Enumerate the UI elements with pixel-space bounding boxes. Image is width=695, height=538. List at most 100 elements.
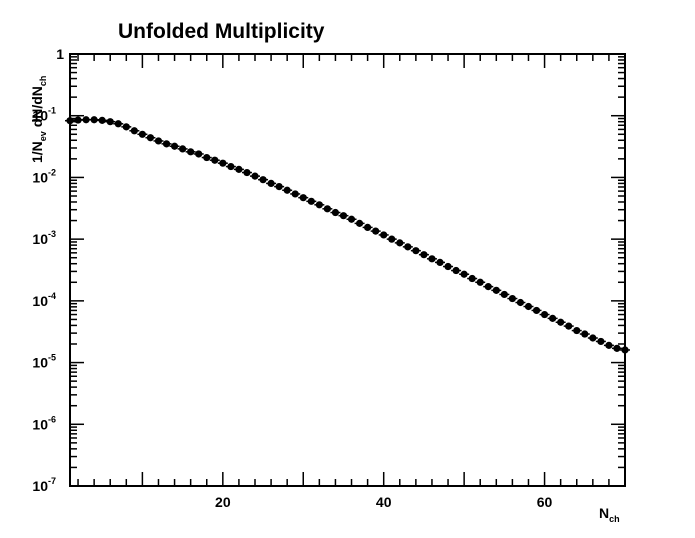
- x-tick-label: 40: [376, 494, 392, 510]
- y-tick-base: 10: [32, 108, 48, 124]
- data-point: [154, 137, 163, 145]
- y-axis-label-p1: 1/N: [29, 141, 45, 163]
- data-point: [307, 197, 315, 205]
- y-tick-base: 10: [32, 169, 48, 185]
- data-point: [452, 266, 460, 275]
- y-tick-label: 10-7: [32, 476, 56, 494]
- data-point: [540, 310, 549, 319]
- data-point: [114, 120, 122, 128]
- data-point: [259, 176, 267, 184]
- data-point: [372, 227, 380, 235]
- data-point: [388, 235, 396, 243]
- y-tick-label: 10-2: [32, 167, 56, 185]
- data-point: [203, 153, 211, 162]
- data-point: [235, 165, 243, 173]
- data-point: [170, 142, 179, 150]
- data-point: [412, 247, 420, 255]
- data-point: [484, 283, 492, 291]
- data-point: [565, 322, 573, 330]
- data-point: [98, 116, 106, 124]
- y-tick-base: 1: [56, 46, 64, 62]
- data-point: [251, 172, 259, 180]
- y-tick-base: 10: [32, 355, 48, 371]
- x-tick-label: 20: [215, 494, 231, 510]
- data-point: [444, 262, 452, 271]
- data-point: [219, 159, 227, 167]
- data-point: [396, 239, 404, 247]
- plot-frame: [69, 53, 626, 487]
- data-point: [508, 294, 516, 303]
- data-point: [500, 290, 508, 299]
- x-tick-labels: 20 40 60: [215, 494, 553, 510]
- data-point: [621, 346, 629, 354]
- data-point: [516, 298, 525, 307]
- data-point: [597, 337, 605, 346]
- data-point: [420, 251, 428, 259]
- data-point: [364, 223, 372, 231]
- data-point: [275, 183, 283, 191]
- y-tick-label: 10-6: [32, 414, 56, 432]
- data-point: [243, 168, 251, 177]
- data-point: [187, 148, 195, 156]
- data-point: [90, 116, 98, 124]
- data-point: [436, 258, 444, 266]
- y-tick-label: 10-5: [32, 353, 56, 371]
- data-point: [347, 215, 356, 223]
- x-axis-label-main: N: [599, 505, 609, 521]
- y-tick-base: 10: [32, 293, 48, 309]
- data-point: [428, 255, 436, 263]
- y-axis-label: 1/Nev dN/dNch: [29, 76, 48, 163]
- data-point: [476, 278, 484, 286]
- data-point: [267, 179, 275, 188]
- y-tick-exp: -7: [48, 476, 56, 486]
- y-tick-labels: 110-110-210-310-410-510-610-7: [32, 46, 64, 494]
- data-point: [146, 134, 155, 142]
- data-point: [380, 231, 388, 239]
- data-point: [492, 286, 500, 294]
- data-point: [339, 212, 348, 220]
- data-point: [291, 190, 299, 198]
- data-point: [573, 326, 581, 335]
- axis-ticks: [70, 54, 625, 487]
- data-point: [299, 194, 307, 202]
- y-tick-exp: -5: [48, 353, 56, 363]
- data-points: [65, 116, 630, 354]
- data-point: [195, 150, 203, 158]
- data-point: [404, 243, 412, 251]
- chart-title: Unfolded Multiplicity: [118, 20, 325, 43]
- data-point: [581, 330, 589, 338]
- data-point: [130, 127, 138, 135]
- plot-area: [69, 53, 626, 487]
- data-point: [162, 140, 171, 148]
- y-tick-label: 10-4: [32, 291, 56, 309]
- y-tick-exp: -4: [48, 291, 56, 301]
- y-tick-base: 10: [32, 231, 48, 247]
- y-tick-label: 10-3: [32, 229, 56, 247]
- data-point: [605, 341, 613, 349]
- y-tick-base: 10: [32, 416, 48, 432]
- y-tick-exp: -3: [48, 229, 56, 239]
- data-point: [315, 201, 323, 209]
- data-point: [468, 274, 476, 283]
- data-point: [66, 117, 74, 125]
- data-point: [613, 344, 621, 352]
- data-point: [179, 145, 187, 153]
- y-tick-label: 1: [56, 46, 64, 62]
- y-tick-label: 10-1: [32, 106, 56, 124]
- y-tick-exp: -1: [48, 106, 56, 116]
- data-point: [82, 116, 90, 124]
- data-point: [283, 186, 291, 194]
- data-point: [323, 205, 331, 213]
- data-point: [227, 162, 235, 171]
- data-point: [211, 156, 219, 164]
- y-axis-label-p2: dN/dN: [29, 86, 45, 131]
- data-point: [549, 314, 557, 322]
- data-point: [460, 270, 468, 278]
- data-point: [355, 219, 364, 227]
- data-point: [74, 116, 82, 124]
- y-tick-exp: -6: [48, 414, 56, 424]
- data-point: [589, 334, 597, 342]
- data-point: [122, 123, 130, 131]
- data-point: [532, 306, 541, 315]
- y-axis-label-s2: ch: [38, 76, 48, 87]
